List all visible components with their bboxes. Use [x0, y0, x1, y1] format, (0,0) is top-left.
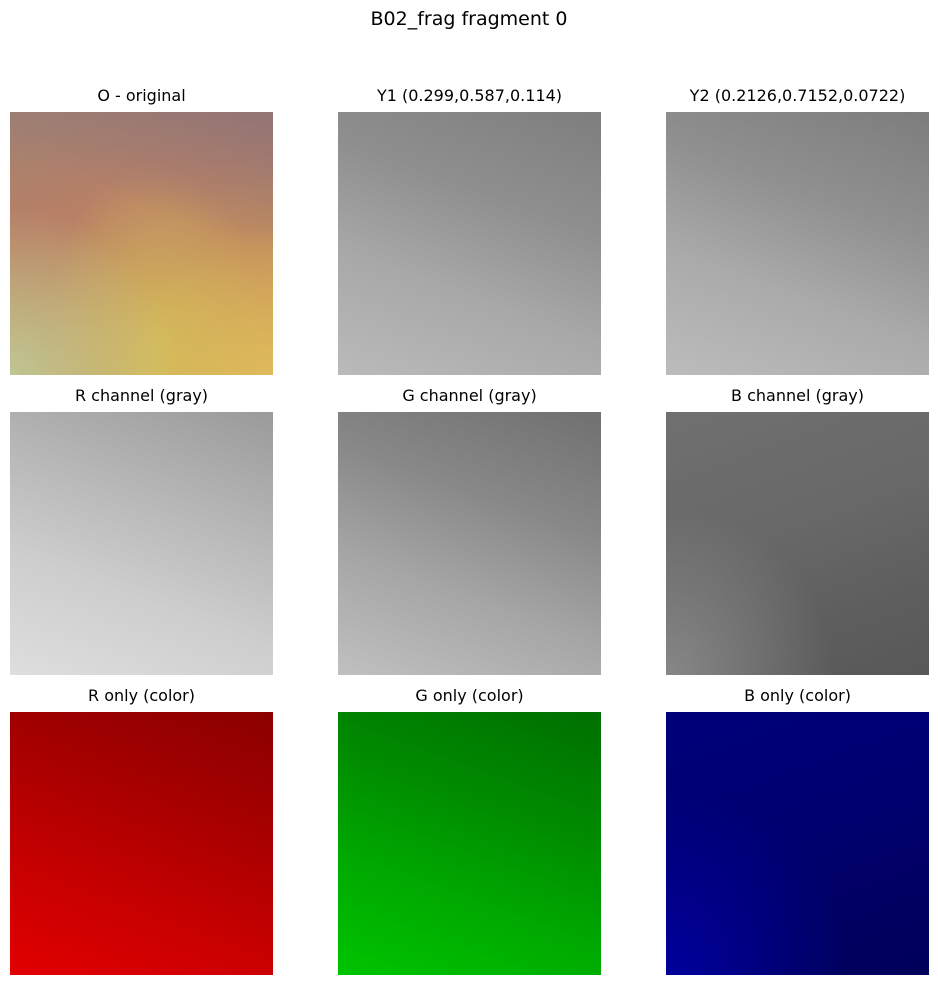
g-channel-gray-image — [338, 412, 601, 675]
panel-title-g-only-color: G only (color) — [415, 686, 524, 705]
panel-title-g-channel-gray: G channel (gray) — [402, 386, 537, 405]
r-only-color-image — [10, 712, 273, 975]
panel-title-r-only-color: R only (color) — [87, 686, 195, 705]
b-channel-gray-image — [666, 412, 929, 675]
panel-title-original: O - original — [97, 86, 186, 105]
original-color-image — [10, 112, 273, 375]
panel-title-y1: Y1 (0.299,0.587,0.114) — [376, 86, 563, 105]
y2-grayscale-image — [666, 112, 929, 375]
r-channel-gray-image — [10, 412, 273, 675]
figure-title: B02_frag fragment 0 — [370, 8, 568, 30]
g-only-color-image — [338, 712, 601, 975]
panel-title-r-channel-gray: R channel (gray) — [74, 386, 209, 405]
y1-grayscale-image — [338, 112, 601, 375]
panel-title-b-channel-gray: B channel (gray) — [731, 386, 864, 405]
panel-title-y2: Y2 (0.2126,0.7152,0.0722) — [689, 86, 906, 105]
panel-title-b-only-color: B only (color) — [744, 686, 851, 705]
b-only-color-image — [666, 712, 929, 975]
